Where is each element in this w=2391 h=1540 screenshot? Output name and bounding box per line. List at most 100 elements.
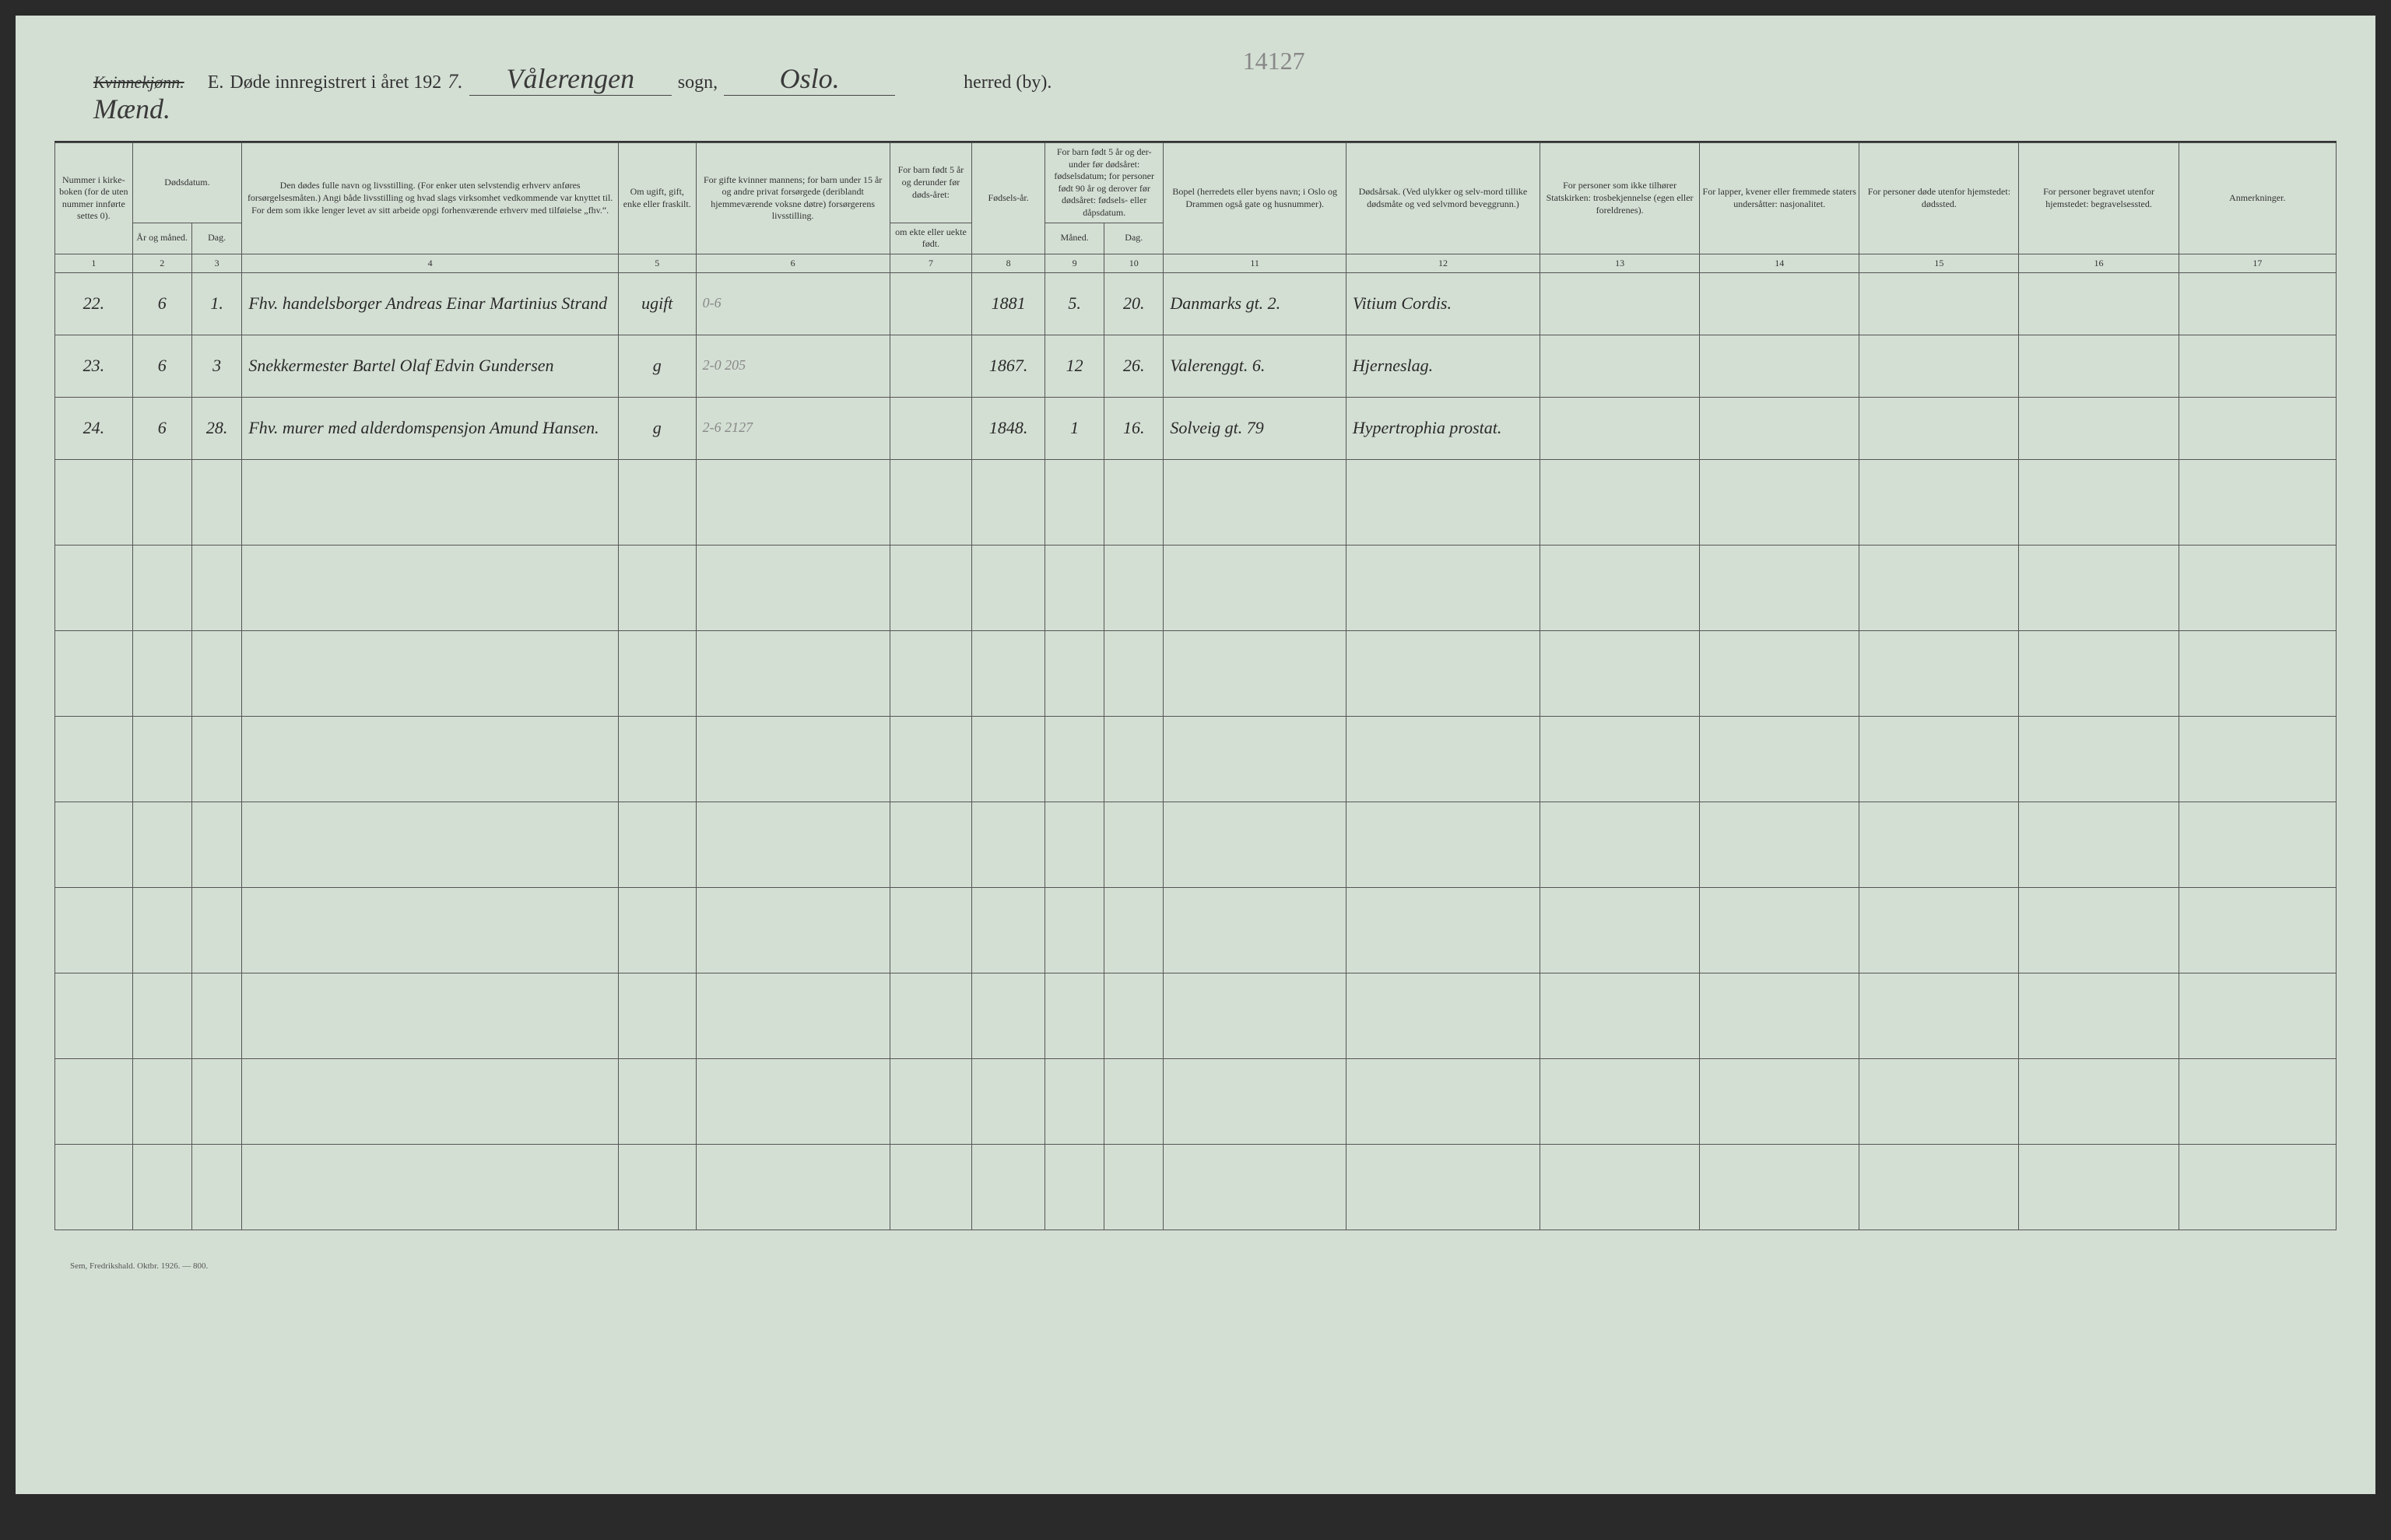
table-cell: g	[618, 335, 696, 397]
table-cell	[1859, 630, 2019, 716]
table-row	[55, 802, 2337, 887]
gender-struck: Kvinnekjønn.	[93, 72, 184, 93]
table-cell	[972, 887, 1045, 973]
column-number: 14	[1700, 254, 1859, 272]
col-hdr-2a: År og måned.	[132, 223, 191, 254]
column-number: 2	[132, 254, 191, 272]
table-cell	[1859, 716, 2019, 802]
table-cell	[1104, 716, 1164, 802]
table-cell	[1045, 802, 1104, 887]
table-cell	[696, 887, 890, 973]
table-cell	[1540, 973, 1700, 1058]
table-row	[55, 887, 2337, 973]
table-cell	[1164, 887, 1346, 973]
table-cell	[1045, 887, 1104, 973]
herred-value: Oslo.	[724, 62, 895, 96]
table-row	[55, 973, 2337, 1058]
table-cell	[972, 716, 1045, 802]
table-cell	[1164, 973, 1346, 1058]
table-cell	[972, 459, 1045, 545]
table-cell: 28.	[191, 397, 241, 459]
table-cell: 22.	[55, 272, 133, 335]
col-hdr-10: Dødsårsak. (Ved ulykker og selv-mord til…	[1346, 143, 1540, 254]
table-cell	[1164, 459, 1346, 545]
table-cell	[1540, 459, 1700, 545]
table-cell	[1700, 716, 1859, 802]
table-cell	[890, 545, 972, 630]
table-cell	[1104, 1058, 1164, 1144]
column-number: 16	[2019, 254, 2179, 272]
table-cell	[890, 335, 972, 397]
column-number: 9	[1045, 254, 1104, 272]
column-number: 3	[191, 254, 241, 272]
table-cell	[191, 973, 241, 1058]
table-cell	[2179, 272, 2336, 335]
table-cell: 16.	[1104, 397, 1164, 459]
table-cell	[1700, 272, 1859, 335]
col-hdr-6: om ekte eller uekte født.	[890, 223, 972, 254]
table-cell	[1104, 887, 1164, 973]
column-number: 10	[1104, 254, 1164, 272]
col-hdr-2b: Dag.	[191, 223, 241, 254]
table-cell	[1346, 1144, 1540, 1230]
table-cell	[55, 716, 133, 802]
table-cell	[1164, 1058, 1346, 1144]
table-cell	[242, 802, 619, 887]
table-cell	[1859, 1144, 2019, 1230]
table-cell	[1164, 630, 1346, 716]
table-cell: 26.	[1104, 335, 1164, 397]
table-cell	[696, 459, 890, 545]
table-cell: 6	[132, 335, 191, 397]
table-cell	[242, 716, 619, 802]
col-hdr-5: For gifte kvinner mannens; for barn unde…	[696, 143, 890, 254]
table-cell	[1045, 1144, 1104, 1230]
table-cell	[1859, 272, 2019, 335]
table-cell	[1164, 716, 1346, 802]
table-cell	[132, 630, 191, 716]
table-cell	[890, 973, 972, 1058]
table-cell	[132, 1144, 191, 1230]
table-row	[55, 1144, 2337, 1230]
table-cell	[618, 1144, 696, 1230]
table-cell	[696, 1144, 890, 1230]
table-cell	[191, 716, 241, 802]
table-cell	[1346, 1058, 1540, 1144]
table-cell	[890, 716, 972, 802]
table-cell	[2019, 459, 2179, 545]
table-cell	[1540, 1144, 1700, 1230]
table-cell	[2019, 716, 2179, 802]
table-cell	[972, 1058, 1045, 1144]
table-cell	[2179, 1144, 2336, 1230]
table-cell	[242, 973, 619, 1058]
table-cell	[2019, 397, 2179, 459]
col-hdr-8b: Dag.	[1104, 223, 1164, 254]
table-cell: Fhv. handelsborger Andreas Einar Martini…	[242, 272, 619, 335]
column-number: 17	[2179, 254, 2336, 272]
table-cell	[1700, 459, 1859, 545]
table-cell	[1700, 630, 1859, 716]
table-cell	[1346, 630, 1540, 716]
table-cell	[2019, 630, 2179, 716]
table-cell	[55, 973, 133, 1058]
table-cell	[55, 545, 133, 630]
table-cell: 1	[1045, 397, 1104, 459]
herred-label: herred (by).	[964, 72, 1052, 93]
table-cell: 1.	[191, 272, 241, 335]
table-cell	[242, 630, 619, 716]
form-header: Kvinnekjønn. Mænd. E. Døde innregistrert…	[54, 62, 2337, 125]
table-cell	[2019, 272, 2179, 335]
table-cell	[1859, 887, 2019, 973]
table-cell	[696, 802, 890, 887]
table-cell: 1881	[972, 272, 1045, 335]
table-cell	[191, 1144, 241, 1230]
table-cell: 20.	[1104, 272, 1164, 335]
table-cell	[618, 630, 696, 716]
table-cell: 5.	[1045, 272, 1104, 335]
table-cell	[1859, 973, 2019, 1058]
sogn-value: Vålerengen	[469, 62, 672, 96]
table-row: 24.628.Fhv. murer med alderdomspensjon A…	[55, 397, 2337, 459]
table-cell	[696, 630, 890, 716]
table-cell	[191, 545, 241, 630]
table-cell	[696, 1058, 890, 1144]
table-cell	[1346, 973, 1540, 1058]
